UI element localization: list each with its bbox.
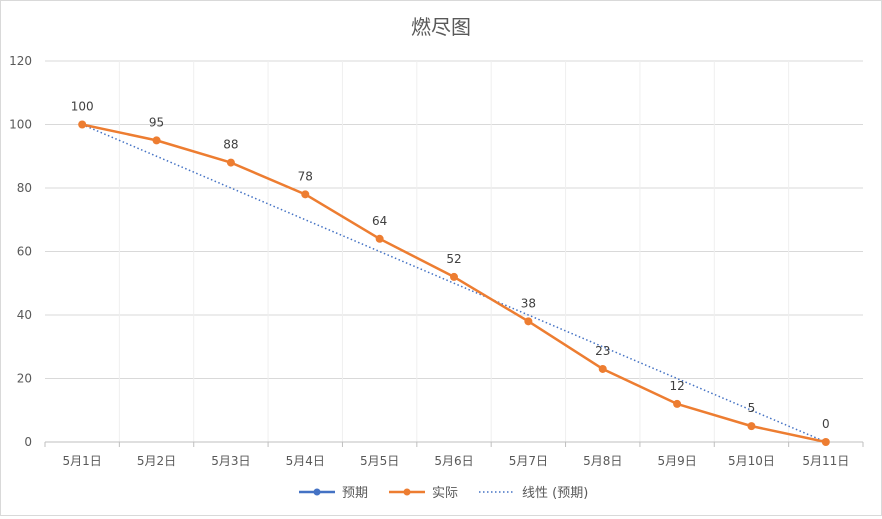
- data-point: [598, 364, 607, 373]
- grid: [45, 60, 863, 442]
- y-tick-label: 80: [17, 181, 32, 195]
- x-tick-label: 5月2日: [137, 454, 176, 468]
- y-tick-label: 0: [24, 435, 32, 449]
- x-tick-label: 5月7日: [509, 454, 548, 468]
- legend-label-trendline: 线性 (预期): [522, 486, 588, 501]
- data-label: 23: [595, 344, 610, 358]
- chart-title: 燃尽图: [411, 15, 471, 39]
- x-tick-label: 5月10日: [728, 454, 775, 468]
- data-label: 0: [822, 417, 830, 431]
- data-point: [673, 399, 682, 408]
- x-tick-label: 5月5日: [360, 454, 399, 468]
- data-point: [226, 158, 235, 167]
- data-point: [821, 438, 830, 446]
- data-label: 78: [298, 169, 313, 183]
- data-point: [450, 272, 458, 281]
- trendline: [81, 123, 827, 443]
- data-point: [301, 190, 310, 199]
- x-tick-label: 5月4日: [286, 454, 325, 468]
- data-point: [524, 317, 533, 326]
- legend-label-actual: 实际: [432, 486, 458, 501]
- data-point: [78, 120, 87, 129]
- data-label: 12: [669, 379, 684, 393]
- x-tick-label: 5月6日: [434, 454, 473, 468]
- x-tick-label: 5月9日: [657, 454, 696, 468]
- data-label: 100: [71, 100, 94, 114]
- y-tick-label: 40: [17, 308, 32, 322]
- y-tick-label: 100: [9, 118, 32, 132]
- data-label: 64: [372, 214, 387, 228]
- x-tick-label: 5月8日: [583, 454, 622, 468]
- y-tick-label: 60: [17, 245, 32, 259]
- data-label: 88: [223, 138, 238, 152]
- y-tick-label: 20: [17, 372, 32, 386]
- y-tick-label: 120: [9, 54, 32, 68]
- legend-marker-expected: [313, 488, 321, 496]
- data-point: [747, 422, 756, 431]
- data-label: 38: [521, 296, 536, 310]
- x-tick-label: 5月3日: [211, 454, 250, 468]
- data-label: 52: [446, 252, 461, 266]
- legend-marker-actual: [403, 488, 411, 496]
- data-label: 5: [748, 401, 756, 415]
- data-label: 95: [149, 115, 164, 129]
- legend: 预期 实际 线性 (预期): [299, 486, 588, 501]
- data-point: [152, 136, 161, 145]
- x-tick-label: 5月1日: [63, 454, 102, 468]
- x-tick-label: 5月11日: [802, 454, 849, 468]
- series: 100 95 88 78 64 52 38 23 12 5 0: [71, 100, 830, 446]
- legend-label-expected: 预期: [342, 486, 368, 501]
- data-point: [375, 234, 384, 243]
